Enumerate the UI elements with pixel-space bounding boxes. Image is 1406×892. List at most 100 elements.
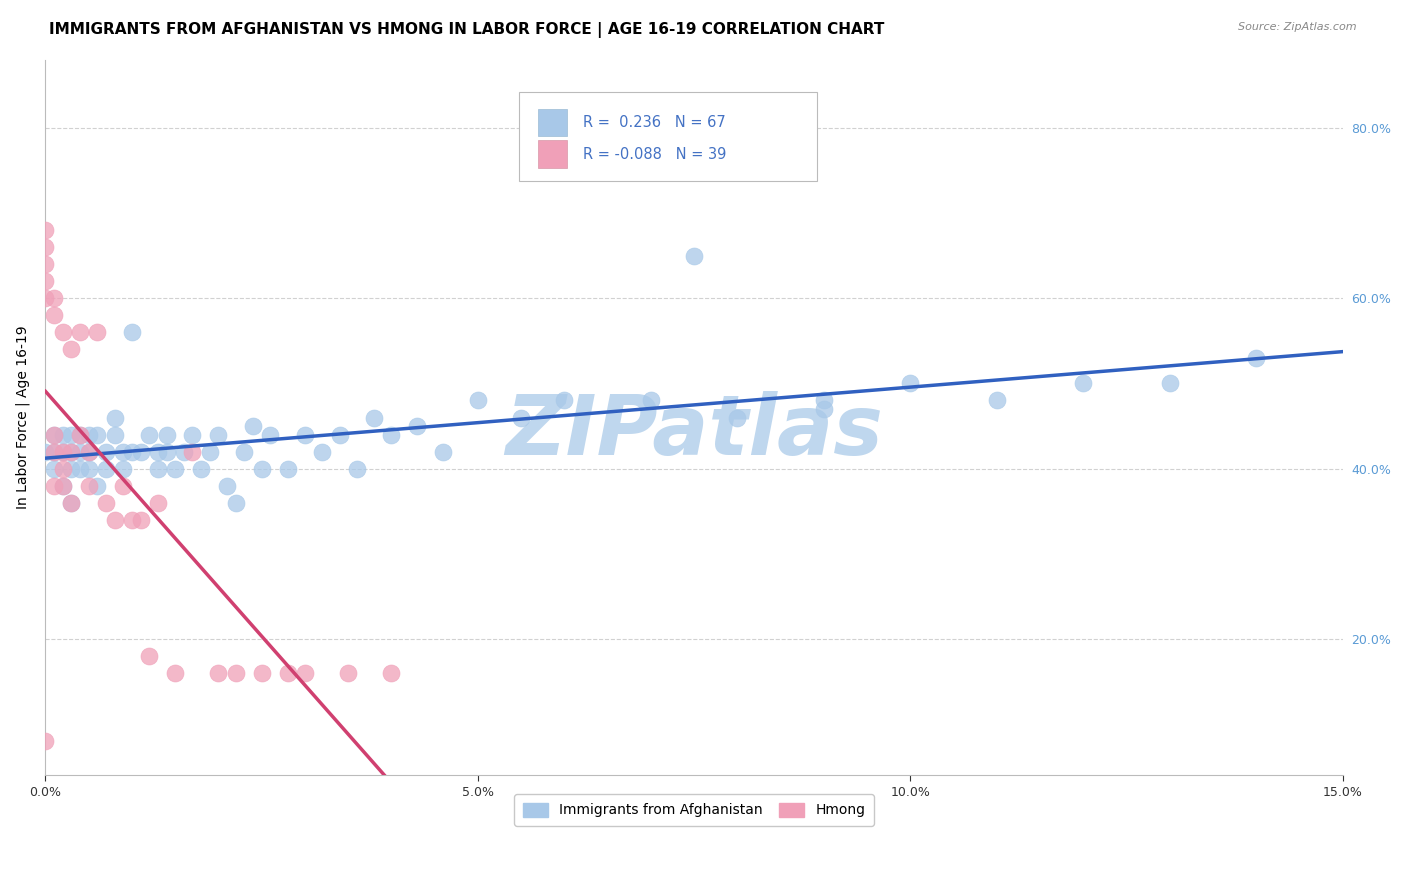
Point [112,461,135,475]
Point [165,666,187,681]
Point [34,257,56,271]
Point [217,479,239,493]
Point [346,461,368,475]
Point [553,393,575,408]
Point [77,444,100,458]
Point [42,427,65,442]
Point [181,427,204,442]
Point [42,444,65,458]
Point [380,666,402,681]
Point [77,444,100,458]
Point [60,444,83,458]
Text: R =  0.236   N = 67: R = 0.236 N = 67 [582,115,725,130]
Point [233,444,256,458]
Point [640,393,662,408]
Point [94,496,117,510]
Point [52,326,75,340]
Point [121,444,143,458]
Point [207,427,229,442]
Point [467,393,489,408]
Text: ZIPatlas: ZIPatlas [505,392,883,473]
Point [42,291,65,305]
Point [683,249,706,263]
Point [69,427,91,442]
Point [129,513,152,527]
Point [121,326,143,340]
Point [146,444,169,458]
Point [277,461,299,475]
Point [294,427,316,442]
Point [173,444,195,458]
Point [225,666,247,681]
Point [104,427,127,442]
Point [94,461,117,475]
Point [77,427,100,442]
Point [165,461,187,475]
Point [94,444,117,458]
Point [1071,376,1094,391]
Point [34,734,56,748]
Point [60,427,83,442]
Text: R = -0.088   N = 39: R = -0.088 N = 39 [582,146,725,161]
Point [510,410,533,425]
FancyBboxPatch shape [519,92,817,181]
Point [294,666,316,681]
Point [34,240,56,254]
Point [813,402,835,417]
Point [42,479,65,493]
Point [69,326,91,340]
Point [86,427,108,442]
Point [138,649,160,664]
Point [52,479,75,493]
Point [34,223,56,237]
Point [77,461,100,475]
Point [77,479,100,493]
Point [328,427,350,442]
Point [104,410,127,425]
Text: IMMIGRANTS FROM AFGHANISTAN VS HMONG IN LABOR FORCE | AGE 16-19 CORRELATION CHAR: IMMIGRANTS FROM AFGHANISTAN VS HMONG IN … [49,22,884,38]
Point [34,291,56,305]
Point [146,461,169,475]
Point [380,427,402,442]
Point [34,274,56,288]
Point [112,479,135,493]
Point [898,376,921,391]
Point [250,666,273,681]
Point [42,308,65,322]
Point [207,666,229,681]
Point [60,343,83,357]
Point [1244,351,1267,365]
Point [259,427,281,442]
Point [52,479,75,493]
Point [60,461,83,475]
Point [69,444,91,458]
Point [155,427,177,442]
Point [242,419,264,434]
Point [42,444,65,458]
Point [311,444,333,458]
Point [86,326,108,340]
Point [34,444,56,458]
Point [363,410,385,425]
Point [52,461,75,475]
Point [86,479,108,493]
Point [60,496,83,510]
FancyBboxPatch shape [538,109,567,136]
Point [60,496,83,510]
Point [813,393,835,408]
Point [181,444,204,458]
FancyBboxPatch shape [538,141,567,168]
Point [198,444,221,458]
Legend: Immigrants from Afghanistan, Hmong: Immigrants from Afghanistan, Hmong [515,795,873,826]
Point [337,666,360,681]
Point [406,419,429,434]
Point [190,461,212,475]
Point [42,427,65,442]
Point [986,393,1008,408]
Text: Source: ZipAtlas.com: Source: ZipAtlas.com [1239,22,1357,32]
Point [129,444,152,458]
Point [104,513,127,527]
Point [277,666,299,681]
Point [52,427,75,442]
Point [52,444,75,458]
